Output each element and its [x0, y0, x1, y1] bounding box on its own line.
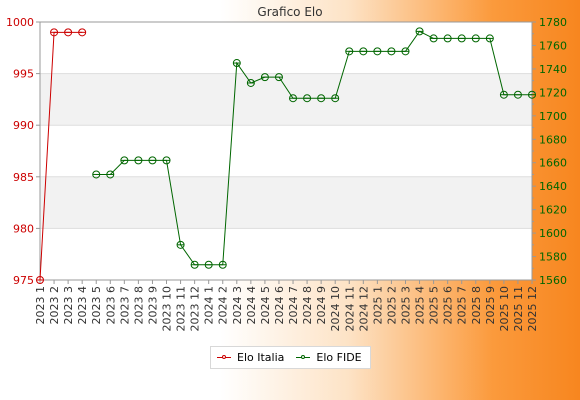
x-tick-label: 2023 10: [161, 286, 174, 332]
x-tick-label: 2023 8: [132, 286, 145, 325]
y-right-tick-label: 1780: [539, 16, 567, 29]
legend-label-fide: Elo FIDE: [316, 351, 362, 364]
x-tick-label: 2025 8: [470, 286, 483, 325]
x-tick-label: 2024 10: [329, 286, 342, 332]
x-tick-label: 2023 1: [34, 286, 47, 325]
x-tick-label: 2023 9: [146, 286, 159, 325]
y-left-tick-label: 995: [13, 68, 34, 81]
legend-item-fide: Elo FIDE: [296, 351, 362, 364]
x-tick-label: 2023 12: [189, 286, 202, 332]
legend-swatch-fide-icon: [296, 353, 311, 363]
y-left-tick-label: 985: [13, 171, 34, 184]
x-tick-label: 2024 6: [273, 286, 286, 325]
x-tick-label: 2023 5: [90, 286, 103, 325]
x-tick-label: 2024 5: [259, 286, 272, 325]
x-tick-label: 2024 4: [245, 286, 258, 325]
plot-background: [40, 22, 532, 280]
x-tick-label: 2025 2: [385, 286, 398, 325]
x-tick-label: 2023 4: [76, 286, 89, 325]
x-tick-label: 2024 1: [203, 286, 216, 325]
y-right-tick-label: 1640: [539, 180, 567, 193]
legend-item-italia: Elo Italia: [217, 351, 284, 364]
y-left-tick-label: 1000: [6, 16, 34, 29]
series-elo-italia: [36, 28, 87, 284]
x-tick-label: 2024 7: [287, 286, 300, 325]
legend-swatch-italia-icon: [217, 353, 231, 363]
y-right-tick-label: 1680: [539, 133, 567, 146]
chart-legend: Elo Italia Elo FIDE: [210, 346, 371, 369]
x-tick-label: 2025 10: [498, 286, 511, 332]
y-right-tick-label: 1700: [539, 110, 567, 123]
x-tick-label: 2025 6: [442, 286, 455, 325]
chart-title: Grafico Elo: [257, 5, 322, 19]
x-tick-label: 2024 11: [343, 286, 356, 332]
y-right-tick-label: 1720: [539, 86, 567, 99]
y-left-tick-label: 980: [13, 222, 34, 235]
series-elo-fide: [92, 27, 536, 269]
y-right-tick-label: 1740: [539, 63, 567, 76]
x-tick-label: 2023 6: [104, 286, 117, 325]
y-right-tick-label: 1560: [539, 274, 567, 287]
x-tick-label: 2025 12: [526, 286, 539, 332]
y-right-tick-label: 1580: [539, 251, 567, 264]
x-tick-label: 2023 2: [48, 286, 61, 325]
x-tick-label: 2025 11: [512, 286, 525, 332]
legend-label-italia: Elo Italia: [237, 351, 285, 364]
x-tick-label: 2023 3: [62, 286, 75, 325]
y-left-tick-label: 990: [13, 119, 34, 132]
y-right-tick-label: 1600: [539, 227, 567, 240]
x-tick-label: 2025 7: [456, 286, 469, 325]
y-right-tick-label: 1760: [539, 39, 567, 52]
x-tick-label: 2025 3: [399, 286, 412, 325]
x-tick-label: 2025 4: [414, 286, 427, 325]
x-tick-label: 2024 2: [217, 286, 230, 325]
y-right-tick-label: 1620: [539, 204, 567, 217]
x-tick-label: 2025 9: [484, 286, 497, 325]
x-tick-label: 2023 11: [175, 286, 188, 332]
x-tick-label: 2023 7: [118, 286, 131, 325]
x-tick-label: 2025 1: [371, 286, 384, 325]
grid-band: [40, 73, 532, 126]
y-left-tick-label: 975: [13, 274, 34, 287]
x-tick-label: 2025 5: [428, 286, 441, 325]
grid-band: [40, 176, 532, 229]
x-tick-label: 2024 8: [301, 286, 314, 325]
x-tick-label: 2024 12: [357, 286, 370, 332]
y-right-tick-label: 1660: [539, 157, 567, 170]
x-tick-label: 2024 9: [315, 286, 328, 325]
series-line: [39, 31, 83, 281]
x-tick-label: 2024 3: [231, 286, 244, 325]
